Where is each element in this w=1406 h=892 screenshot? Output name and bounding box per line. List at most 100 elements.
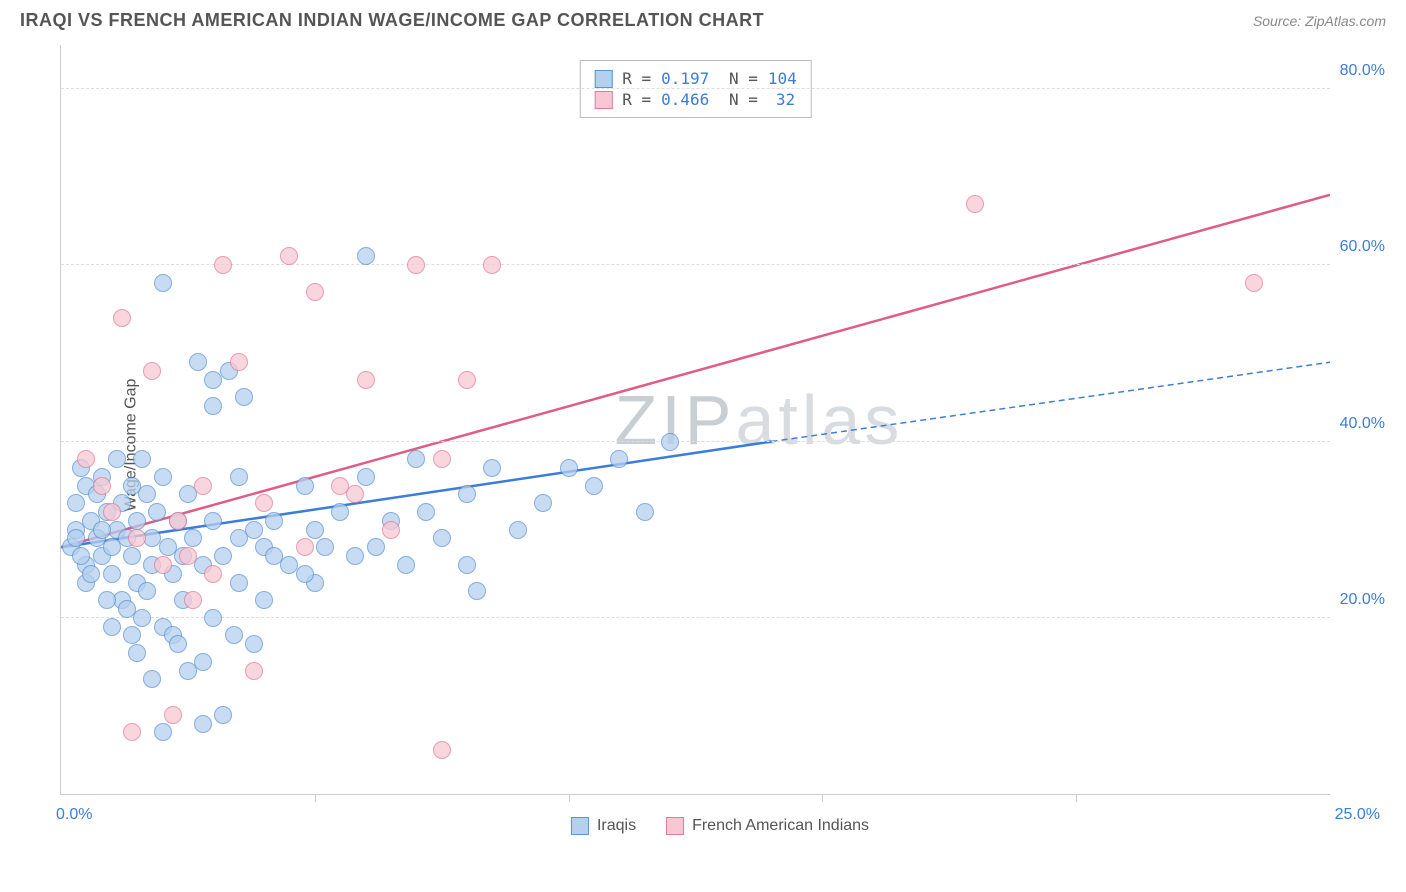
- x-tick-label-min: 0.0%: [56, 806, 92, 824]
- gridline: [61, 264, 1330, 265]
- data-point-iraqis: [306, 521, 324, 539]
- data-point-iraqis: [417, 503, 435, 521]
- data-point-french-american-indians: [245, 662, 263, 680]
- data-point-iraqis: [367, 538, 385, 556]
- data-point-french-american-indians: [103, 503, 121, 521]
- data-point-iraqis: [468, 582, 486, 600]
- data-point-iraqis: [346, 547, 364, 565]
- data-point-iraqis: [169, 635, 187, 653]
- legend-label-2: French American Indians: [692, 817, 869, 835]
- data-point-iraqis: [230, 468, 248, 486]
- trend-lines: [61, 45, 1330, 794]
- data-point-french-american-indians: [382, 521, 400, 539]
- data-point-french-american-indians: [204, 565, 222, 583]
- y-tick-label: 40.0%: [1340, 415, 1385, 433]
- data-point-french-american-indians: [113, 309, 131, 327]
- data-point-french-american-indians: [433, 450, 451, 468]
- data-point-iraqis: [397, 556, 415, 574]
- data-point-french-american-indians: [357, 371, 375, 389]
- y-tick-label: 80.0%: [1340, 62, 1385, 80]
- stats-n-value-1: 104: [768, 69, 797, 88]
- data-point-iraqis: [138, 582, 156, 600]
- data-point-french-american-indians: [194, 477, 212, 495]
- data-point-iraqis: [296, 565, 314, 583]
- data-point-iraqis: [194, 715, 212, 733]
- data-point-french-american-indians: [154, 556, 172, 574]
- data-point-iraqis: [331, 503, 349, 521]
- data-point-french-american-indians: [1245, 274, 1263, 292]
- data-point-iraqis: [118, 600, 136, 618]
- legend-label-1: Iraqis: [597, 817, 636, 835]
- data-point-iraqis: [458, 485, 476, 503]
- stats-r-value-2: 0.466: [661, 90, 709, 109]
- stats-n-value-2: 32: [768, 90, 795, 109]
- data-point-french-american-indians: [407, 256, 425, 274]
- data-point-iraqis: [296, 477, 314, 495]
- data-point-french-american-indians: [169, 512, 187, 530]
- data-point-iraqis: [154, 723, 172, 741]
- y-tick-label: 20.0%: [1340, 591, 1385, 609]
- stats-swatch-2: [594, 91, 612, 109]
- data-point-iraqis: [245, 521, 263, 539]
- data-point-iraqis: [509, 521, 527, 539]
- data-point-french-american-indians: [255, 494, 273, 512]
- data-point-iraqis: [230, 574, 248, 592]
- data-point-french-american-indians: [346, 485, 364, 503]
- data-point-iraqis: [560, 459, 578, 477]
- source-citation: Source: ZipAtlas.com: [1253, 13, 1386, 29]
- data-point-iraqis: [214, 706, 232, 724]
- watermark-post: atlas: [735, 381, 903, 459]
- data-point-iraqis: [67, 529, 85, 547]
- data-point-iraqis: [93, 521, 111, 539]
- data-point-iraqis: [103, 618, 121, 636]
- data-point-iraqis: [189, 353, 207, 371]
- data-point-iraqis: [265, 547, 283, 565]
- data-point-iraqis: [316, 538, 334, 556]
- data-point-iraqis: [534, 494, 552, 512]
- data-point-iraqis: [458, 556, 476, 574]
- data-point-french-american-indians: [433, 741, 451, 759]
- data-point-iraqis: [148, 503, 166, 521]
- data-point-iraqis: [585, 477, 603, 495]
- stats-r-label-1: R =: [622, 69, 651, 88]
- data-point-iraqis: [255, 591, 273, 609]
- data-point-iraqis: [357, 468, 375, 486]
- stats-r-label-2: R =: [622, 90, 651, 109]
- data-point-iraqis: [72, 547, 90, 565]
- data-point-iraqis: [123, 626, 141, 644]
- watermark: ZIPatlas: [615, 380, 904, 460]
- data-point-iraqis: [184, 529, 202, 547]
- data-point-iraqis: [265, 512, 283, 530]
- legend: Iraqis French American Indians: [571, 817, 869, 835]
- data-point-iraqis: [483, 459, 501, 477]
- gridline: [61, 441, 1330, 442]
- data-point-iraqis: [214, 547, 232, 565]
- x-tick: [569, 794, 570, 802]
- legend-swatch-2: [666, 817, 684, 835]
- x-tick: [315, 794, 316, 802]
- data-point-iraqis: [357, 247, 375, 265]
- chart-title: IRAQI VS FRENCH AMERICAN INDIAN WAGE/INC…: [20, 10, 764, 31]
- data-point-french-american-indians: [179, 547, 197, 565]
- data-point-iraqis: [128, 512, 146, 530]
- data-point-french-american-indians: [483, 256, 501, 274]
- data-point-iraqis: [133, 450, 151, 468]
- x-tick-label-max: 25.0%: [1335, 806, 1380, 824]
- data-point-french-american-indians: [458, 371, 476, 389]
- data-point-french-american-indians: [296, 538, 314, 556]
- legend-item-2: French American Indians: [666, 817, 869, 835]
- data-point-french-american-indians: [143, 362, 161, 380]
- data-point-french-american-indians: [164, 706, 182, 724]
- data-point-iraqis: [143, 670, 161, 688]
- data-point-iraqis: [103, 565, 121, 583]
- legend-item-1: Iraqis: [571, 817, 636, 835]
- data-point-iraqis: [82, 565, 100, 583]
- data-point-iraqis: [108, 450, 126, 468]
- data-point-iraqis: [133, 609, 151, 627]
- data-point-iraqis: [204, 512, 222, 530]
- data-point-french-american-indians: [184, 591, 202, 609]
- data-point-iraqis: [610, 450, 628, 468]
- x-tick: [1076, 794, 1077, 802]
- data-point-french-american-indians: [280, 247, 298, 265]
- data-point-french-american-indians: [93, 477, 111, 495]
